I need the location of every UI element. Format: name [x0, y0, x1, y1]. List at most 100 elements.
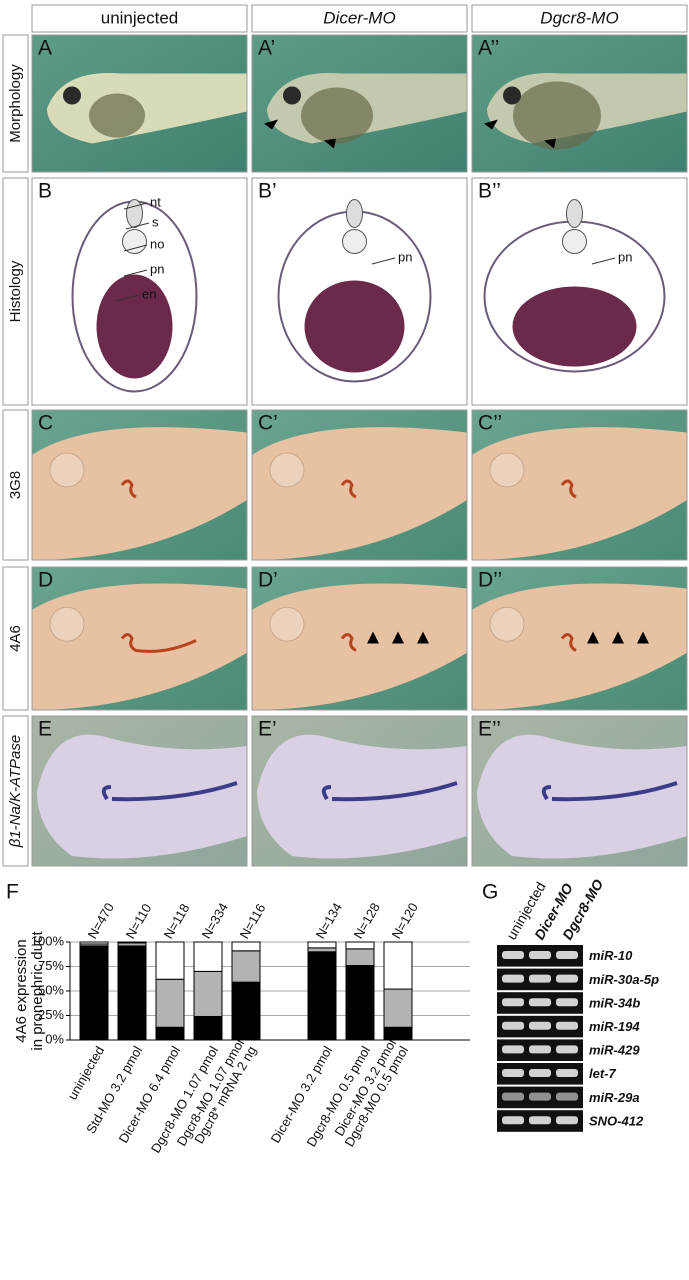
n-label: N=116 [237, 901, 269, 941]
eye [489, 452, 525, 488]
panel-border [251, 409, 468, 561]
column-header: Dicer-MO [323, 8, 395, 27]
bar-segment [383, 988, 413, 1028]
panel-letter: B [38, 180, 52, 203]
gel-band [529, 1045, 551, 1054]
bar-segment [193, 1015, 223, 1041]
gut [513, 81, 601, 150]
endoderm [304, 280, 405, 373]
bar-segment [193, 970, 223, 1017]
n-label: N=120 [389, 900, 421, 941]
gel-row-label: SNO-412 [589, 1113, 644, 1128]
duct [101, 781, 238, 802]
bar-segment [79, 945, 109, 1041]
annotation: pn [618, 249, 632, 264]
column-header: Dgcr8-MO [540, 8, 618, 27]
y-axis-label: in pronephric duct [29, 931, 46, 1051]
eye [503, 86, 521, 105]
panel-border [251, 715, 468, 867]
photo-panel: B [31, 177, 248, 406]
row-label-box [2, 566, 29, 711]
embryo [252, 427, 467, 560]
photo-panel: B’’ [471, 177, 688, 406]
neural-tube [346, 199, 363, 228]
y-tick-label: 0% [45, 1031, 64, 1046]
embryo [472, 583, 687, 710]
annotation: s [152, 214, 159, 229]
photo-panel: E’’ [471, 715, 688, 867]
bar-segment [193, 941, 223, 972]
panel-letter: B’’ [478, 180, 501, 203]
photo-panel: E [31, 715, 248, 867]
panel-border [471, 715, 688, 867]
neural-tube [126, 199, 143, 228]
annotation-line [125, 222, 150, 230]
n-label: N=110 [123, 901, 155, 941]
eye [489, 606, 525, 642]
annotation-line [591, 257, 616, 265]
n-label: N=118 [161, 901, 193, 941]
stain [120, 633, 197, 653]
arrowhead [367, 631, 379, 644]
annotation-line [123, 269, 148, 277]
bar-segment [155, 978, 185, 1028]
n-label: N=134 [313, 900, 345, 941]
panel-letter: A’’ [478, 37, 499, 60]
stain [560, 633, 577, 652]
bar-segment [345, 948, 375, 967]
photo-panel: D [31, 566, 248, 711]
arrowhead [587, 631, 599, 644]
annotation-line [123, 244, 148, 252]
eye [269, 606, 305, 642]
arrowhead [637, 631, 649, 644]
bar-segment [155, 941, 185, 980]
panel-border [31, 715, 248, 867]
embryo [472, 427, 687, 560]
panel-border [471, 177, 688, 406]
duct [541, 781, 678, 802]
embryo [257, 734, 467, 859]
panel-letter: E [38, 718, 52, 741]
panel-border [31, 566, 248, 711]
eye [49, 452, 85, 488]
gel-band [529, 998, 551, 1007]
n-label: N=334 [199, 900, 231, 941]
gut [89, 93, 145, 138]
arrowhead [544, 138, 556, 149]
row-label-box [2, 715, 29, 867]
photo-panel: C [31, 409, 248, 561]
gel-band [556, 998, 578, 1007]
annotation: pn [398, 249, 412, 264]
panel-border [31, 409, 248, 561]
endoderm [96, 274, 173, 379]
gel-row-label: miR-34b [589, 995, 640, 1010]
notochord [342, 229, 367, 254]
gel-band [556, 1069, 578, 1077]
notochord [562, 229, 587, 254]
photo-panel: A [31, 34, 248, 173]
column-header: uninjected [101, 8, 179, 27]
gel-row-label: miR-30a-5p [589, 972, 659, 987]
y-tick-label: 75% [38, 958, 64, 973]
photo-panel: C’ [251, 409, 468, 561]
arrowhead [392, 631, 404, 644]
gel-band [502, 1021, 524, 1030]
gel-band [529, 974, 551, 983]
bar-segment [345, 965, 375, 1041]
embryo [32, 583, 247, 710]
photo-panel: D’’ [471, 566, 688, 711]
embryo [477, 734, 687, 859]
gel-band [529, 1092, 551, 1101]
gel-band [502, 951, 524, 959]
annotation: nt [150, 194, 161, 209]
annotation-line [371, 257, 396, 265]
panel-letter: C’’ [478, 412, 502, 435]
endoderm [512, 286, 637, 367]
bar-segment [307, 947, 337, 953]
panel-border [251, 177, 468, 406]
eye [269, 452, 305, 488]
bar-segment [231, 941, 261, 952]
annotation-line [123, 202, 148, 210]
panel-letter: A’ [258, 37, 275, 60]
